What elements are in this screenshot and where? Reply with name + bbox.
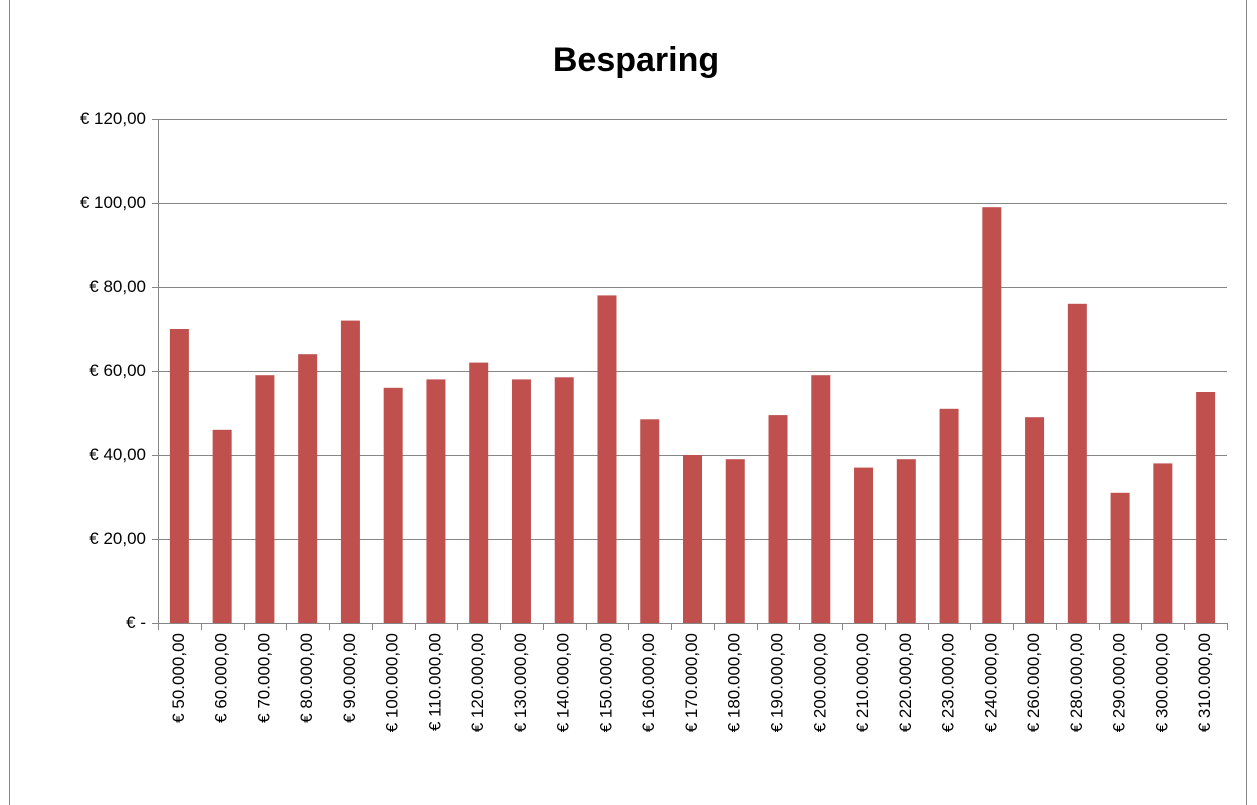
bar bbox=[811, 375, 831, 623]
x-tick-label: € 180.000,00 bbox=[725, 633, 744, 732]
x-tick-label: € 140.000,00 bbox=[554, 633, 573, 732]
chart-title: Besparing bbox=[553, 41, 719, 79]
x-tick-label: € 190.000,00 bbox=[768, 633, 787, 732]
y-tick-label: € 40,00 bbox=[89, 445, 146, 464]
x-tick-label: € 290.000,00 bbox=[1110, 633, 1129, 732]
y-tick-label: € 20,00 bbox=[89, 529, 146, 548]
x-tick-label: € 50.000,00 bbox=[169, 633, 188, 723]
x-tick-label: € 110.000,00 bbox=[425, 633, 444, 731]
x-tick-label: € 70.000,00 bbox=[254, 633, 273, 723]
bar bbox=[298, 354, 318, 623]
x-tick-label: € 170.000,00 bbox=[682, 633, 701, 732]
y-tick-label: € 100,00 bbox=[80, 193, 146, 212]
y-tick-label: € 60,00 bbox=[89, 361, 146, 380]
x-tick-label: € 90.000,00 bbox=[340, 633, 359, 723]
x-tick-label: € 220.000,00 bbox=[896, 633, 915, 732]
bar bbox=[255, 375, 275, 623]
bar bbox=[683, 455, 702, 623]
bar bbox=[1067, 303, 1087, 623]
x-tick-label: € 200.000,00 bbox=[810, 633, 829, 732]
bar bbox=[1153, 463, 1173, 623]
x-tick-label: € 120.000,00 bbox=[468, 633, 487, 732]
y-tick-label: € 120,00 bbox=[80, 109, 146, 128]
x-tick-label: € 280.000,00 bbox=[1067, 633, 1086, 732]
bar bbox=[725, 459, 745, 623]
x-tick-label: € 100.000,00 bbox=[383, 633, 402, 732]
bar bbox=[768, 415, 788, 623]
bar bbox=[896, 459, 916, 623]
bar bbox=[169, 329, 189, 623]
bar bbox=[554, 377, 574, 623]
bar bbox=[1025, 417, 1045, 623]
x-tick-label: € 240.000,00 bbox=[981, 633, 1000, 732]
x-tick-label: € 80.000,00 bbox=[297, 633, 316, 723]
x-tick-label: € 60.000,00 bbox=[212, 633, 231, 723]
x-tick-label: € 300.000,00 bbox=[1152, 633, 1171, 732]
bar bbox=[854, 467, 874, 623]
bar bbox=[640, 419, 660, 623]
bar bbox=[1110, 492, 1130, 623]
bar bbox=[939, 408, 959, 623]
x-tick-label: € 210.000,00 bbox=[853, 633, 872, 732]
y-tick-label: € 80,00 bbox=[89, 277, 146, 296]
bar bbox=[597, 295, 617, 623]
y-tick-label: € - bbox=[126, 613, 146, 632]
bar bbox=[212, 429, 232, 623]
bar bbox=[383, 387, 403, 623]
bar bbox=[426, 379, 446, 623]
x-tick-label: € 160.000,00 bbox=[639, 633, 658, 732]
x-tick-label: € 130.000,00 bbox=[511, 633, 530, 732]
bar bbox=[340, 320, 360, 623]
bar bbox=[1196, 392, 1216, 623]
x-tick-label: € 150.000,00 bbox=[596, 633, 615, 732]
bar bbox=[469, 362, 489, 623]
x-tick-label: € 260.000,00 bbox=[1024, 633, 1043, 732]
bar bbox=[511, 379, 531, 623]
x-tick-label: € 230.000,00 bbox=[939, 633, 958, 732]
x-tick-label: € 310.000,00 bbox=[1195, 633, 1214, 732]
chart-frame bbox=[9, 0, 1247, 805]
bar bbox=[982, 207, 1002, 623]
